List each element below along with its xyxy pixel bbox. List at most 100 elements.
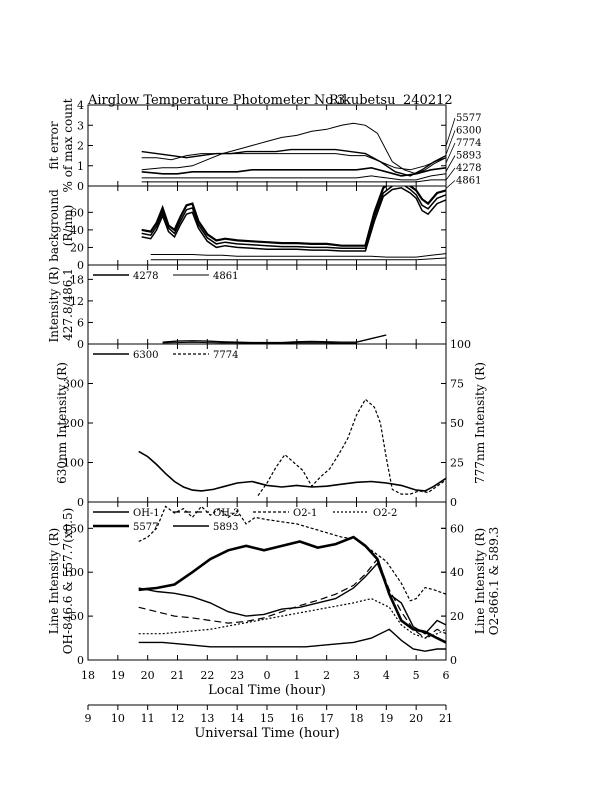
ut-tick-label: 14 — [230, 712, 244, 725]
ylabel-background: background — [47, 189, 61, 262]
local-time-tick-label: 3 — [353, 669, 360, 682]
series-line-intensity-5893 — [138, 628, 446, 652]
local-time-tick-label: 22 — [200, 669, 214, 682]
ytick-label-background: 0 — [77, 259, 84, 272]
local-time-tick-label: 18 — [81, 669, 95, 682]
right-leader-7774 — [445, 142, 456, 164]
legend-line-intensity: OH-1 OH-2 O2-1 O2-2 5577 5893 — [93, 508, 397, 533]
local-time-tick-label: 23 — [230, 669, 244, 682]
ytick-right-label-oxygen-red-green: 50 — [450, 417, 464, 430]
ytick-right-label-oxygen-red-green: 25 — [450, 457, 464, 470]
ytick-right-label-oxygen-red-green: 0 — [450, 496, 457, 509]
local-time-tick-label: 6 — [443, 669, 450, 682]
ytick-label-fit-error: 1 — [77, 160, 84, 173]
ytick-label-fit-error: 2 — [77, 140, 84, 153]
panel-intensity-blue: 0 6 12 18 Intensity (R) 427.8/486.1 4278 4861 — [47, 264, 447, 351]
ytick-right-label-line-intensity: 0 — [450, 654, 457, 667]
ut-tick-label: 11 — [141, 712, 155, 725]
ytick-right-label-oxygen-red-green: 75 — [450, 378, 464, 391]
series-fit-error-6300 — [141, 148, 446, 177]
ytick-label-background: 40 — [70, 224, 84, 237]
ytick-label-intensity-blue: 12 — [70, 295, 84, 308]
ytick-label-oxygen-red-green: 0 — [77, 496, 84, 509]
series-line-intensity-5577 — [138, 535, 446, 644]
local-time-tick-label: 1 — [293, 669, 300, 682]
series-background-5577 — [141, 186, 446, 247]
local-time-tick-label: 19 — [111, 669, 125, 682]
series-background-7774 — [141, 187, 446, 252]
ut-tick-label: 17 — [320, 712, 334, 725]
ylabel2-background: (R/nm) — [61, 205, 75, 247]
series-fit-error-4278 — [141, 173, 446, 181]
ut-tick-label: 12 — [171, 712, 185, 725]
series-intensity-blue-4861 — [162, 341, 357, 344]
right-label-6300: 6300 — [456, 126, 481, 137]
local-time-tick-label: 21 — [171, 669, 185, 682]
ut-tick-label: 21 — [439, 712, 453, 725]
legend-label-7774: 7774 — [213, 350, 238, 361]
ytick-label-line-intensity: 0 — [77, 654, 84, 667]
ylabel-line-intensity: Line Intensity (R) — [47, 528, 61, 634]
series-fit-error-5893 — [141, 166, 446, 177]
local-time-tick-label: 20 — [141, 669, 155, 682]
ut-axis-label: Universal Time (hour) — [194, 726, 339, 741]
ylabel-right-oxygen-red-green: 777nm Intensity (R) — [473, 362, 487, 484]
ut-tick-label: 19 — [379, 712, 393, 725]
right-leader-4278 — [445, 167, 456, 181]
series-line-intensity-OH-1 — [138, 562, 446, 635]
ytick-right-label-oxygen-red-green: 100 — [450, 338, 471, 351]
series-oxygen-red-green-6300 — [138, 450, 446, 492]
local-time-tick-label: 2 — [323, 669, 330, 682]
right-leader-6300 — [445, 130, 456, 155]
legend-label-OH-2: OH-2 — [213, 508, 240, 519]
legend-label-OH-1: OH-1 — [133, 508, 160, 519]
legend-intensity-blue: 4278 4861 — [93, 271, 238, 282]
series-line-intensity-O2-1 — [138, 505, 446, 602]
series-background-6300 — [141, 186, 446, 250]
local-time-tick-label: 0 — [264, 669, 271, 682]
right-leader-4861 — [445, 180, 456, 189]
series-intensity-blue-4278 — [162, 334, 387, 344]
ytick-label-intensity-blue: 18 — [70, 273, 84, 286]
ytick-label-line-intensity: 150 — [63, 522, 84, 535]
ut-tick-label: 18 — [350, 712, 364, 725]
ytick-label-oxygen-red-green: 300 — [63, 378, 84, 391]
series-line-intensity-O2-2 — [138, 597, 446, 639]
right-label-4278: 4278 — [456, 163, 481, 174]
right-label-5893: 5893 — [456, 151, 481, 162]
series-line-intensity-OH-2 — [138, 557, 446, 639]
chart-title: Airglow Temperature Photometer No.3 — [87, 93, 345, 108]
ytick-label-intensity-blue: 0 — [77, 338, 84, 351]
ytick-right-label-line-intensity: 40 — [450, 566, 464, 579]
ytick-label-oxygen-red-green: 100 — [63, 457, 84, 470]
panel-frame-background — [87, 185, 447, 266]
ytick-label-background: 60 — [70, 206, 84, 219]
legend-label-4278: 4278 — [133, 271, 158, 282]
local-time-tick-label: 4 — [383, 669, 390, 682]
ut-tick-label: 15 — [260, 712, 274, 725]
legend-label-5893: 5893 — [213, 522, 238, 533]
panel-frame-oxygen-red-green — [87, 343, 447, 503]
series-fit-error-4861 — [141, 179, 446, 183]
ytick-right-label-line-intensity: 20 — [450, 610, 464, 623]
series-background-4278 — [150, 253, 446, 258]
ytick-label-fit-error: 4 — [77, 99, 84, 112]
right-label-7774: 7774 — [456, 138, 481, 149]
right-label-5577: 5577 — [456, 113, 481, 124]
series-fit-error-5577 — [141, 122, 446, 175]
legend-label-O2-1: O2-1 — [293, 508, 317, 519]
ytick-label-oxygen-red-green: 200 — [63, 417, 84, 430]
series-oxygen-red-green-7774 — [257, 398, 446, 497]
chart-station: Rikubetsu — [329, 93, 395, 108]
ut-tick-label: 16 — [290, 712, 304, 725]
legend-label-O2-2: O2-2 — [373, 508, 397, 519]
legend-oxygen-red-green: 6300 7774 — [93, 350, 238, 361]
ylabel-fit-error: fit error — [47, 121, 61, 169]
ylabel2-intensity-blue: 427.8/486.1 — [61, 268, 75, 341]
local-time-tick-label: 5 — [413, 669, 420, 682]
